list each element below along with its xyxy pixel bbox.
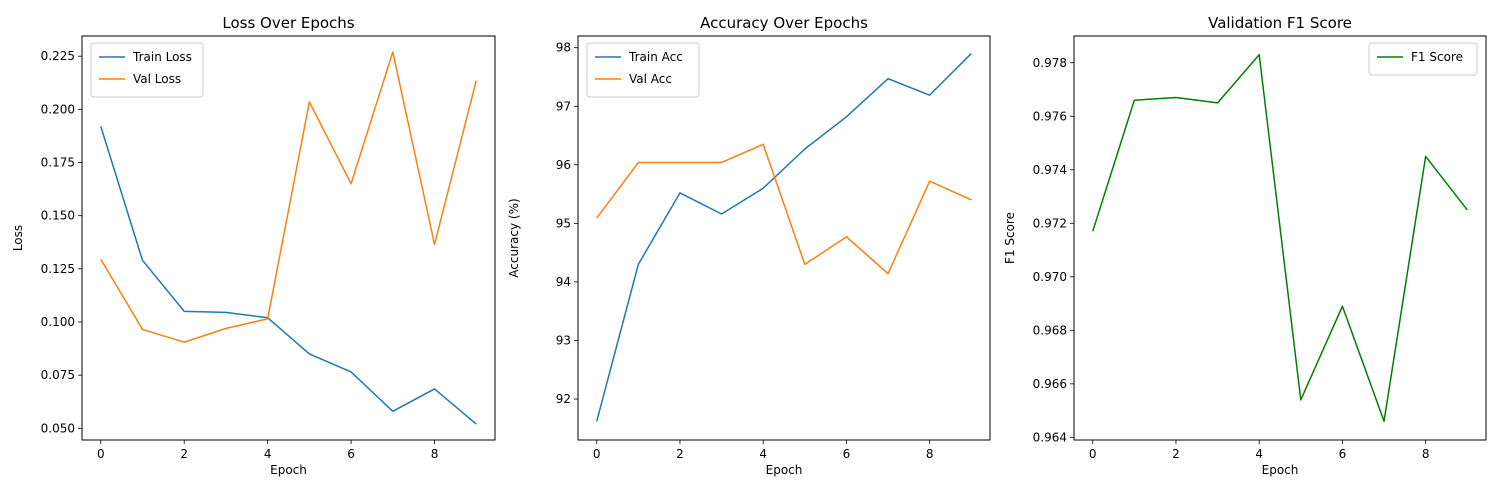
legend-box <box>1368 42 1478 76</box>
chart-title: Validation F1 Score <box>1208 14 1352 32</box>
y-axis-label: Loss <box>11 225 25 251</box>
y-tick-label: 96 <box>556 158 571 172</box>
series-line-train-acc <box>596 53 972 422</box>
x-tick-label: 4 <box>1255 447 1263 461</box>
x-tick-label: 0 <box>1089 447 1097 461</box>
legend-label: Train Loss <box>132 50 192 64</box>
y-tick-label: 0.972 <box>1033 216 1067 230</box>
legend: Train Loss Val Loss <box>90 42 204 98</box>
y-tick-label: 98 <box>556 41 571 55</box>
y-axis-label: Accuracy (%) <box>507 198 521 277</box>
y-tick-label: 0.175 <box>41 156 75 170</box>
y-tick-label: 0.225 <box>41 49 75 63</box>
y-tick-label: 0.964 <box>1033 430 1067 444</box>
plot-frame <box>1073 35 1487 441</box>
y-tick-label: 0.970 <box>1033 270 1067 284</box>
series-line-f1-score <box>1092 53 1468 423</box>
chart-title: Accuracy Over Epochs <box>700 14 868 32</box>
y-tick-label: 95 <box>556 216 571 230</box>
x-axis-label: Epoch <box>1262 463 1299 477</box>
y-tick-label: 0.978 <box>1033 56 1067 70</box>
plot-frame <box>81 35 496 441</box>
chart-panel-1: 0 2 4 6 8 0.050 0.075 0.100 0.125 0.150 0.175 0.200… <box>11 14 496 477</box>
x-tick-label: 8 <box>1422 447 1430 461</box>
x-tick-label: 6 <box>1339 447 1347 461</box>
x-tick-label: 2 <box>676 447 684 461</box>
x-tick-label: 0 <box>97 447 105 461</box>
y-tick-label: 0.075 <box>41 368 75 382</box>
x-tick-label: 6 <box>347 447 355 461</box>
y-tick-label: 0.050 <box>41 421 75 435</box>
y-tick-label: 0.976 <box>1033 109 1067 123</box>
chart-panel-2: 0 2 4 6 8 92 93 94 95 96 97 98 Accuracy Over Epochs E… <box>507 14 991 477</box>
y-tick-label: 97 <box>556 99 571 113</box>
series-line-val-loss <box>100 51 477 343</box>
y-tick-label: 0.100 <box>41 315 75 329</box>
x-tick-label: 8 <box>431 447 439 461</box>
x-axis-label: Epoch <box>270 463 307 477</box>
legend: Train Acc Val Acc <box>586 42 700 98</box>
y-tick-label: 92 <box>556 392 571 406</box>
y-tick-label: 0.150 <box>41 209 75 223</box>
y-tick-label: 0.125 <box>41 262 75 276</box>
y-tick-label: 0.966 <box>1033 377 1067 391</box>
legend-label: Train Acc <box>628 50 683 64</box>
chart-title: Loss Over Epochs <box>222 14 354 32</box>
x-tick-label: 0 <box>593 447 601 461</box>
y-tick-label: 0.974 <box>1033 163 1067 177</box>
x-tick-label: 4 <box>759 447 767 461</box>
chart-panel-3: 0 2 4 6 8 0.964 0.966 0.968 0.970 0.972 0.974 0.976… <box>1003 14 1487 477</box>
x-tick-label: 8 <box>926 447 934 461</box>
x-tick-label: 2 <box>1172 447 1180 461</box>
x-tick-label: 2 <box>180 447 188 461</box>
y-tick-label: 94 <box>556 275 571 289</box>
x-tick-label: 4 <box>264 447 272 461</box>
legend: F1 Score <box>1368 42 1478 76</box>
x-axis-label: Epoch <box>766 463 803 477</box>
series-line-train-loss <box>100 126 477 425</box>
x-tick-label: 6 <box>843 447 851 461</box>
series-line-val-acc <box>596 143 972 275</box>
y-tick-label: 0.200 <box>41 102 75 116</box>
legend-label: Val Loss <box>133 72 181 86</box>
y-tick-label: 0.968 <box>1033 323 1067 337</box>
legend-label: F1 Score <box>1411 50 1463 64</box>
y-tick-label: 93 <box>556 333 571 347</box>
y-axis-label: F1 Score <box>1003 212 1017 264</box>
plot-frame <box>577 35 991 441</box>
legend-label: Val Acc <box>629 72 672 86</box>
